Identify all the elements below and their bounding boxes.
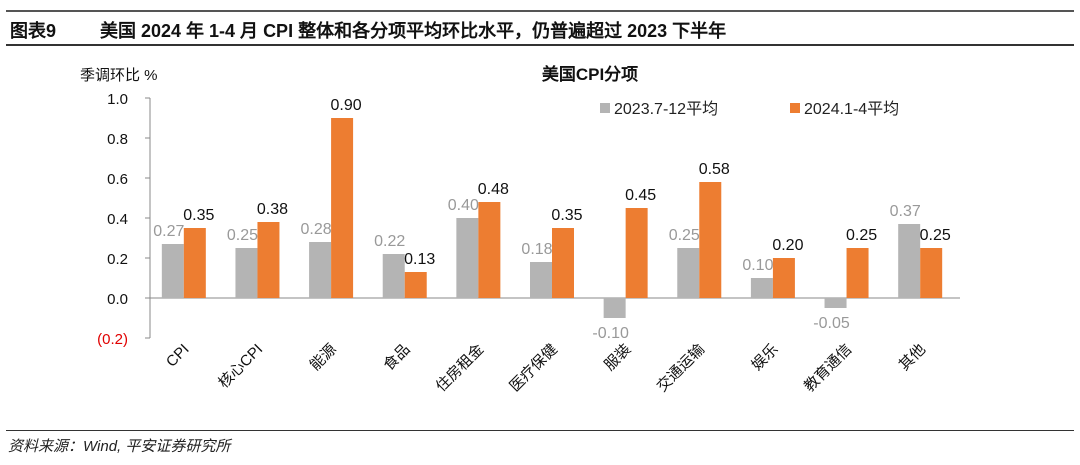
source-note: 资料来源：Wind, 平安证券研究所 — [8, 438, 231, 455]
x-tick-label: 核心CPI — [215, 341, 266, 392]
data-label: 0.37 — [890, 203, 921, 220]
bar — [677, 248, 700, 298]
bar — [699, 182, 722, 298]
legend-swatch — [790, 103, 800, 113]
bar — [331, 118, 354, 298]
bar — [603, 298, 626, 318]
x-tick-label: CPI — [163, 341, 193, 371]
x-tick-label: 能源 — [307, 341, 340, 374]
data-label: 0.25 — [920, 227, 951, 244]
data-label: 0.40 — [448, 197, 479, 214]
data-label: 0.27 — [153, 223, 184, 240]
bar — [824, 298, 847, 308]
data-label: 0.35 — [551, 207, 582, 224]
data-label: 0.25 — [846, 227, 877, 244]
figure-header: 图表9 美国 2024 年 1-4 月 CPI 整体和各分项平均环比水平，仍普遍… — [6, 10, 1074, 46]
figure-title: 美国 2024 年 1-4 月 CPI 整体和各分项平均环比水平，仍普遍超过 2… — [100, 21, 727, 41]
y-tick-label: 0.8 — [107, 131, 128, 148]
bar — [846, 248, 869, 298]
bar — [257, 222, 280, 298]
x-tick-label: 医疗保健 — [506, 341, 560, 395]
data-label: 0.22 — [374, 233, 405, 250]
footer: 资料来源：Wind, 平安证券研究所 — [6, 430, 1074, 455]
data-label: -0.10 — [592, 325, 629, 342]
x-tick-label: 教育通信 — [801, 341, 855, 395]
x-tick-label: 服装 — [601, 341, 634, 374]
data-label: -0.05 — [813, 315, 850, 332]
data-label: 0.25 — [669, 227, 700, 244]
y-tick-label: 0.0 — [107, 291, 128, 308]
data-label: 0.10 — [742, 257, 773, 274]
x-tick-label: 食品 — [380, 341, 413, 374]
data-label: 0.45 — [625, 187, 656, 204]
y-tick-label: 1.0 — [107, 91, 128, 108]
data-label: 0.35 — [183, 207, 214, 224]
data-label: 0.48 — [478, 181, 509, 198]
x-tick-label: 住房租金 — [433, 341, 487, 395]
bar — [898, 224, 921, 298]
bar — [183, 228, 206, 298]
y-tick-label: 0.6 — [107, 171, 128, 188]
x-tick-label: 其他 — [896, 341, 929, 374]
bar — [404, 272, 427, 298]
y-tick-label: 0.4 — [107, 211, 128, 228]
data-label: 0.28 — [301, 221, 332, 238]
bar — [309, 242, 332, 298]
data-label: 0.90 — [331, 97, 362, 114]
data-label: 0.25 — [227, 227, 258, 244]
data-label: 0.13 — [404, 251, 435, 268]
bar — [161, 244, 184, 298]
y-tick-label: 0.2 — [107, 251, 128, 268]
x-tick-label: 娱乐 — [748, 341, 781, 374]
data-label: 0.38 — [257, 201, 288, 218]
bar — [772, 258, 795, 298]
chart-title: 美国CPI分项 — [542, 64, 638, 84]
x-tick-label: 交通运输 — [653, 340, 708, 395]
legend-swatch — [600, 103, 610, 113]
bar — [530, 262, 552, 298]
y-axis-label: 季调环比 % — [80, 67, 158, 84]
bar — [552, 228, 574, 298]
legend-label: 2024.1-4平均 — [804, 100, 899, 118]
data-label: 0.20 — [772, 237, 803, 254]
y-tick-label: (0.2) — [97, 331, 128, 348]
bar — [920, 248, 943, 298]
legend-label: 2023.7-12平均 — [614, 100, 718, 118]
bar — [456, 218, 479, 298]
bar — [382, 254, 405, 298]
data-label: 0.18 — [521, 241, 552, 258]
bar — [478, 202, 501, 298]
data-label: 0.58 — [699, 161, 730, 178]
bar — [625, 208, 648, 298]
bar — [235, 248, 258, 298]
bar — [750, 278, 773, 298]
figure-number: 图表9 — [10, 21, 57, 41]
